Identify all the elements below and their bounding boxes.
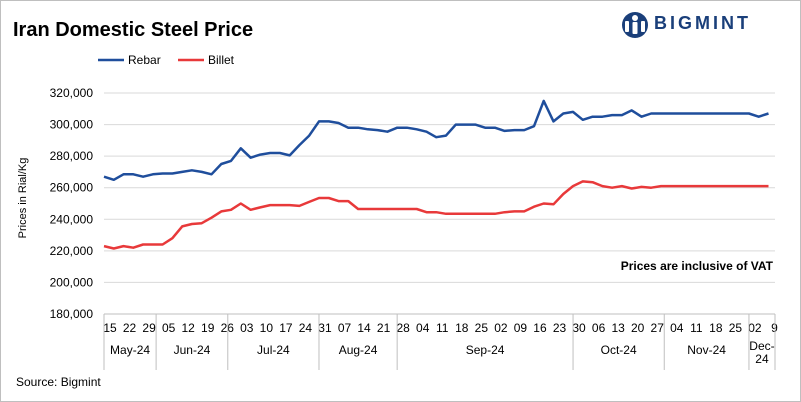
month-label: Jul-24 — [257, 343, 290, 357]
month-label: Nov-24 — [687, 343, 726, 357]
bigmint-logo-icon — [622, 12, 648, 38]
y-tick-label: 320,000 — [50, 86, 94, 100]
x-tick-label: 20 — [631, 321, 645, 335]
x-tick-label: 11 — [436, 321, 449, 335]
x-tick-label: 09 — [514, 321, 528, 335]
brand-logo: BIGMINT — [620, 8, 790, 42]
x-tick-label: 31 — [318, 321, 332, 335]
brand-name: BIGMINT — [654, 13, 751, 33]
y-tick-label: 220,000 — [50, 244, 94, 258]
x-tick-label: 22 — [123, 321, 137, 335]
x-tick-label: 11 — [690, 321, 703, 335]
chart-title: Iran Domestic Steel Price — [13, 19, 254, 41]
x-tick-label: 15 — [103, 321, 117, 335]
month-label: Jun-24 — [174, 343, 211, 357]
x-tick-label: 28 — [396, 321, 410, 335]
x-tick-label: 25 — [729, 321, 743, 335]
vat-annotation: Prices are inclusive of VAT — [621, 259, 774, 273]
x-tick-label: 18 — [709, 321, 723, 335]
x-tick-label: 02 — [494, 321, 508, 335]
y-axis-label: Prices in Rial/Kg — [17, 158, 29, 239]
x-tick-label: 23 — [553, 321, 567, 335]
x-tick-label: 21 — [377, 321, 391, 335]
x-tick-label: 24 — [299, 321, 313, 335]
x-tick-label: 16 — [533, 321, 547, 335]
x-tick-label: 25 — [475, 321, 489, 335]
x-tick-label: 13 — [611, 321, 625, 335]
series-line-rebar — [103, 99, 769, 182]
x-tick-label: 04 — [416, 321, 430, 335]
x-tick-label: 03 — [240, 321, 254, 335]
x-tick-label: 18 — [455, 321, 469, 335]
x-tick-label: 14 — [357, 321, 371, 335]
x-tick-label: 30 — [572, 321, 586, 335]
x-tick-label: 29 — [142, 321, 156, 335]
x-tick-label: 12 — [181, 321, 195, 335]
x-tick-label: 05 — [162, 321, 176, 335]
x-tick-label: 04 — [670, 321, 684, 335]
x-tick-label: 10 — [260, 321, 274, 335]
legend-label-billet: Billet — [208, 53, 235, 67]
grid-lines — [104, 92, 775, 315]
x-tick-label: 19 — [201, 321, 215, 335]
series-line-billet — [103, 180, 769, 250]
legend-label-rebar: Rebar — [128, 53, 161, 67]
y-tick-label: 240,000 — [50, 212, 94, 226]
month-label: Dec- — [749, 339, 774, 353]
y-tick-label: 260,000 — [50, 181, 94, 195]
y-tick-label: 300,000 — [50, 118, 94, 132]
y-tick-label: 280,000 — [50, 149, 94, 163]
month-label: 24 — [755, 352, 769, 366]
month-label: Oct-24 — [601, 343, 637, 357]
x-tick-label: 27 — [651, 321, 665, 335]
y-tick-label: 200,000 — [50, 275, 94, 289]
legend: Rebar Billet — [98, 53, 235, 67]
y-axis: 180,000 200,000 220,000 240,000 260,000 280,0… — [50, 86, 94, 321]
y-tick-label: 180,000 — [50, 307, 94, 321]
x-tick-label: 06 — [592, 321, 606, 335]
x-tick-label: 02 — [748, 321, 762, 335]
series-lines — [103, 99, 769, 250]
source-note: Source: Bigmint — [16, 375, 101, 389]
x-tick-label: 17 — [279, 321, 293, 335]
month-label: Sep-24 — [466, 343, 505, 357]
x-axis: 15 22 29 05 12 19 26 03 10 17 24 31 07 14 21 28 04 11 18 25… — [103, 313, 778, 370]
month-label: Aug-24 — [339, 343, 378, 357]
x-tick-label: 07 — [338, 321, 352, 335]
month-label: May-24 — [110, 343, 150, 357]
